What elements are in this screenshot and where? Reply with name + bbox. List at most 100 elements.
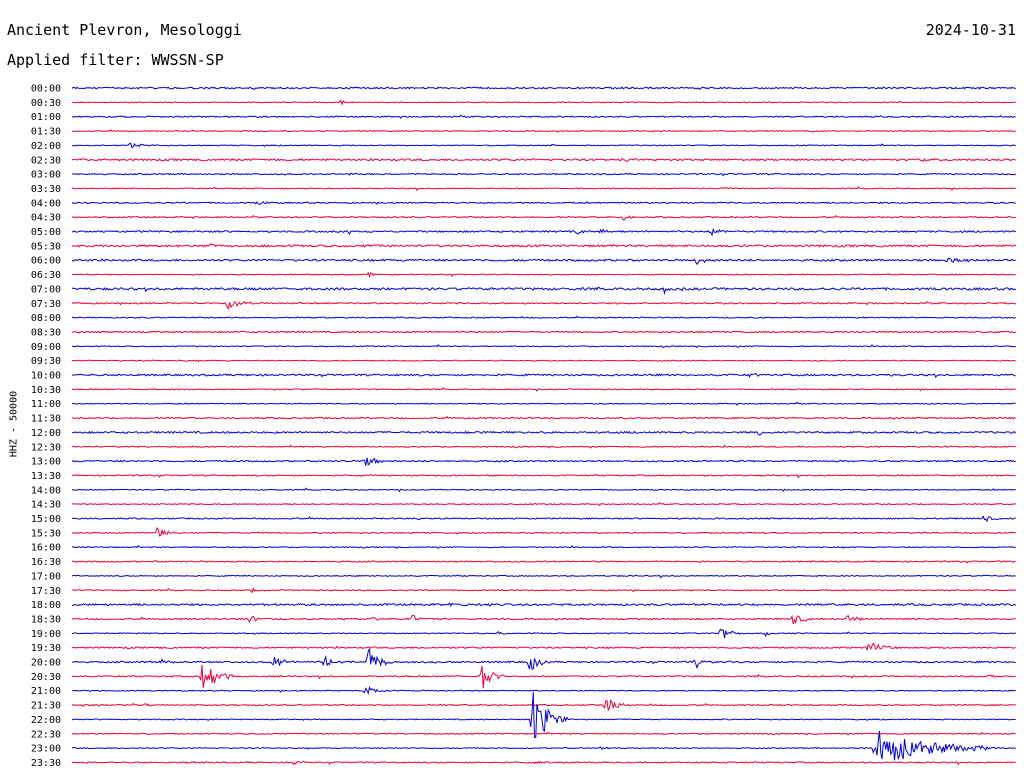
seismogram-trace-0830: [71, 330, 1017, 334]
seismogram-trace-0800: [71, 315, 1016, 319]
row-time-label: 08:00: [31, 313, 61, 324]
row-time-label: 17:30: [31, 586, 61, 597]
seismogram-trace-0630: [71, 271, 1016, 279]
row-time-label: 19:00: [31, 629, 61, 640]
row-time-label: 13:00: [31, 457, 61, 468]
row-time-label: 13:30: [31, 471, 61, 482]
row-time-label: 03:30: [31, 184, 61, 195]
row-time-label: 07:00: [31, 284, 61, 295]
row-time-label: 20:00: [31, 658, 61, 669]
seismogram-trace-0000: [71, 86, 1016, 91]
seismogram-trace-2130: [72, 699, 1016, 712]
seismogram-trace-1000: [71, 372, 1016, 379]
row-time-label: 15:00: [31, 514, 61, 525]
seismogram-trace-2200: [71, 692, 1016, 738]
seismogram-trace-1130: [71, 415, 1016, 420]
seismogram-trace-1700: [71, 574, 1016, 579]
seismogram-trace-0600: [71, 257, 1016, 266]
row-time-label: 18:30: [31, 614, 61, 625]
row-time-label: 06:30: [31, 270, 61, 281]
seismogram-trace-2230: [71, 731, 1017, 736]
row-time-label: 23:30: [31, 758, 61, 769]
seismogram-trace-0930: [71, 359, 1016, 363]
seismogram-trace-1430: [71, 501, 1017, 507]
seismogram-trace-1900: [71, 628, 1016, 639]
seismogram-trace-2100: [71, 686, 1016, 695]
row-time-label: 17:00: [31, 571, 61, 582]
row-time-label: 03:00: [31, 170, 61, 181]
seismogram-trace-1030: [71, 387, 1016, 392]
row-time-label: 20:30: [31, 672, 61, 683]
row-time-label: 16:30: [31, 557, 61, 568]
row-time-label: 00:30: [31, 98, 61, 109]
row-time-label: 07:30: [31, 299, 61, 310]
seismogram-trace-1300: [71, 457, 1016, 466]
row-time-label: 22:00: [31, 715, 61, 726]
row-time-label: 09:30: [31, 356, 61, 367]
seismogram-trace-0900: [71, 344, 1016, 349]
seismogram-trace-0100: [71, 114, 1016, 119]
record-date: 2024-10-31: [925, 21, 1016, 39]
seismogram-trace-2330: [71, 760, 1016, 766]
row-time-label: 11:00: [31, 399, 61, 410]
seismogram-trace-0500: [71, 227, 1017, 237]
seismogram-trace-0300: [71, 172, 1017, 177]
seismogram-trace-0230: [71, 157, 1016, 163]
row-time-label: 22:30: [31, 729, 61, 740]
seismogram-trace-1400: [71, 487, 1016, 493]
row-time-label: 10:00: [31, 371, 61, 382]
seismogram-trace-0330: [71, 186, 1016, 192]
row-time-label: 21:30: [31, 701, 61, 712]
seismogram-trace-2000: [71, 648, 1016, 670]
row-time-label: 01:00: [31, 112, 61, 123]
row-time-label: 19:30: [31, 643, 61, 654]
row-time-label: 05:00: [31, 227, 61, 238]
row-time-label: 12:00: [31, 428, 61, 439]
seismogram-trace-1630: [71, 560, 1016, 564]
seismogram-trace-1800: [71, 602, 1017, 608]
row-time-label: 15:30: [31, 528, 61, 539]
row-time-label: 02:00: [31, 141, 61, 152]
row-time-label: 05:30: [31, 241, 61, 252]
seismogram-trace-0130: [71, 128, 1016, 133]
seismogram-trace-1600: [71, 545, 1016, 550]
row-time-label: 10:30: [31, 385, 61, 396]
row-time-label: 09:00: [31, 342, 61, 353]
seismogram-trace-0430: [71, 214, 1016, 221]
seismogram-trace-1930: [71, 642, 1017, 652]
row-time-label: 11:30: [31, 414, 61, 425]
seismogram-trace-1230: [71, 444, 1016, 449]
row-time-label: 12:30: [31, 442, 61, 453]
seismogram-trace-1830: [71, 614, 1016, 625]
seismogram-trace-1530: [71, 527, 1016, 537]
seismogram-trace-0200: [71, 143, 1016, 149]
seismogram-trace-0400: [71, 201, 1016, 205]
row-time-label: 16:00: [31, 543, 61, 554]
row-time-label: 06:00: [31, 256, 61, 267]
seismogram-trace-0730: [71, 300, 1017, 311]
seismogram-trace-1200: [71, 430, 1017, 436]
seismogram-trace-1100: [71, 401, 1016, 406]
station-title: Ancient Plevron, Mesologgi: [7, 21, 242, 39]
filter-label: Applied filter: WWSSN-SP: [7, 51, 224, 69]
row-time-label: 04:00: [31, 198, 61, 209]
row-time-label: 18:00: [31, 600, 61, 611]
row-time-label: 08:30: [31, 327, 61, 338]
seismogram-trace-1500: [71, 515, 1016, 523]
row-time-label: 01:30: [31, 127, 61, 138]
row-time-label: 00:00: [31, 84, 61, 95]
seismogram-trace-0530: [71, 243, 1017, 248]
row-time-label: 02:30: [31, 155, 61, 166]
seismogram-trace-0700: [71, 286, 1017, 296]
seismogram-trace-0030: [71, 99, 1016, 106]
seismogram-trace-1730: [71, 587, 1016, 594]
row-time-label: 14:30: [31, 500, 61, 511]
row-time-label: 23:00: [31, 744, 61, 755]
seismogram-trace-2030: [71, 664, 1016, 689]
seismogram-trace-1330: [71, 473, 1016, 479]
seismogram-trace-2300: [71, 730, 1016, 761]
row-time-label: 14:00: [31, 485, 61, 496]
row-time-label: 21:00: [31, 686, 61, 697]
row-time-label: 04:30: [31, 213, 61, 224]
